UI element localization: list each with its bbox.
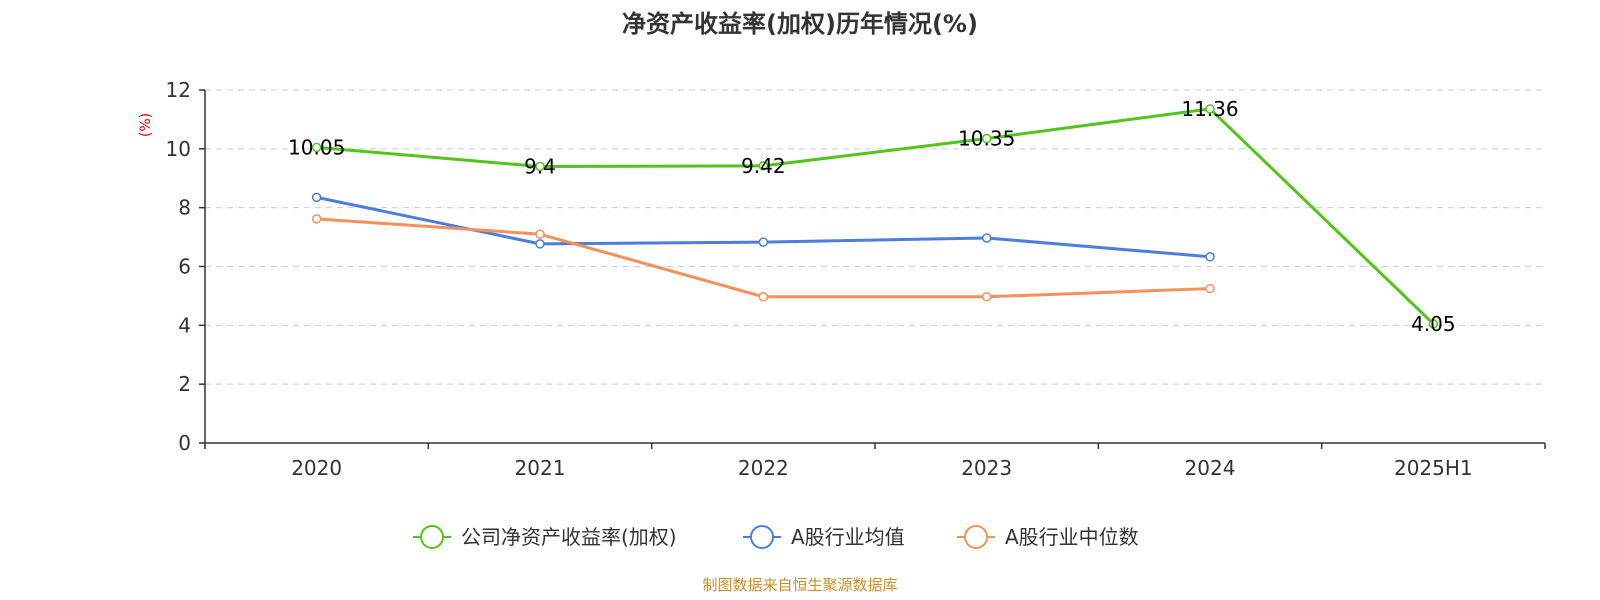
grid-lines xyxy=(205,89,1545,385)
series-line xyxy=(316,107,1435,325)
data-point xyxy=(311,142,322,153)
data-point xyxy=(981,233,992,243)
y-tick-label: 0 xyxy=(178,431,191,455)
data-point xyxy=(981,133,992,144)
data-label: 9.4 xyxy=(524,154,556,178)
data-point xyxy=(1205,283,1215,294)
data-point xyxy=(1428,319,1439,329)
y-tick-label: 10 xyxy=(166,137,191,161)
y-axis-label: (%) xyxy=(138,113,154,137)
data-point xyxy=(1205,104,1215,114)
x-tick-label: 2025H1 xyxy=(1394,456,1473,480)
y-tick-label: 8 xyxy=(178,196,191,220)
legend-marker xyxy=(964,525,988,549)
data-point xyxy=(535,239,545,249)
series-lines xyxy=(311,104,1439,329)
data-point xyxy=(1205,252,1215,262)
data-label: 10.05 xyxy=(288,135,345,159)
y-tick-label: 12 xyxy=(166,78,191,102)
data-label: 4.05 xyxy=(1411,312,1456,336)
data-label: 10.35 xyxy=(958,127,1015,151)
y-tick-label: 6 xyxy=(178,255,191,279)
y-tick-label: 4 xyxy=(178,313,191,337)
x-tick-label: 2021 xyxy=(515,456,566,480)
data-label: 9.42 xyxy=(741,154,786,178)
legend-marker xyxy=(750,525,774,549)
data-point xyxy=(758,237,769,247)
data-point xyxy=(535,161,545,172)
data-point xyxy=(758,161,769,171)
data-point xyxy=(535,229,545,239)
source-note: 制图数据来自恒生聚源数据库 xyxy=(702,576,897,594)
data-point xyxy=(981,292,992,302)
x-tick-label: 2020 xyxy=(291,456,342,480)
data-point xyxy=(311,214,322,224)
y-tick-label: 2 xyxy=(178,372,191,396)
legend-label: 公司净资产收益率(加权) xyxy=(461,525,677,549)
x-tick-label: 2023 xyxy=(961,456,1012,480)
x-tick-label: 2022 xyxy=(738,456,789,480)
x-tick-label: 2024 xyxy=(1185,456,1236,480)
series-line xyxy=(316,217,1211,299)
legend: 公司净资产收益率(加权) A股行业均值 A股行业中位数 xyxy=(413,525,1139,549)
legend-label: A股行业中位数 xyxy=(1005,525,1139,549)
legend-marker xyxy=(420,525,444,549)
chart-title: 净资产收益率(加权)历年情况(%) xyxy=(622,10,978,38)
data-label: 11.36 xyxy=(1181,97,1238,121)
data-point xyxy=(758,292,769,302)
data-labels: 10.05 9.4 9.42 10.35 11.36 4.05 xyxy=(288,97,1456,336)
axes: 0 2 4 6 8 10 12 2020 2021 2022 2023 2024 2025H1 xyxy=(166,78,1546,480)
legend-label: A股行业均值 xyxy=(791,525,905,549)
data-point xyxy=(311,192,322,203)
